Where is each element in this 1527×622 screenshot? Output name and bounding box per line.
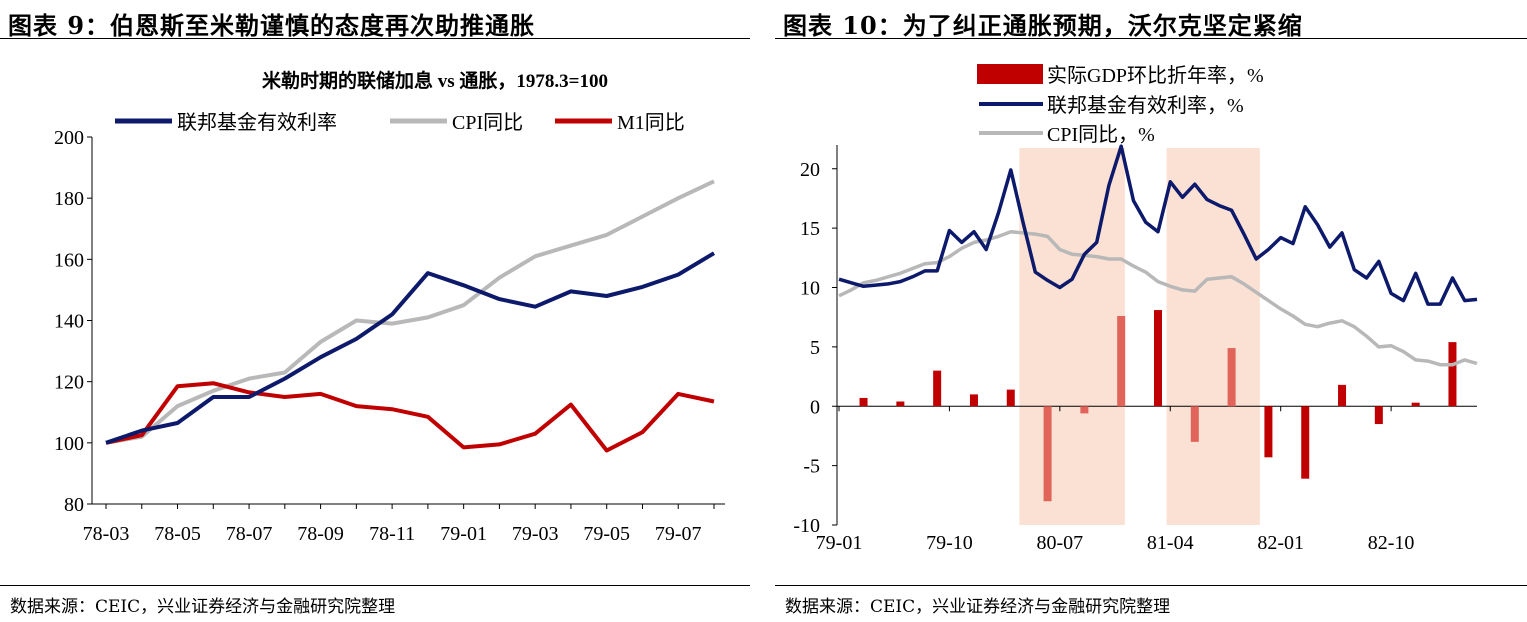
bottom-rule (775, 585, 1527, 586)
series-line-3 (105, 381, 715, 453)
x-tick-label: 81-04 (1147, 532, 1194, 554)
gdp-bar (1448, 342, 1457, 407)
series-line-2 (105, 179, 715, 445)
y-tick-label: 20 (800, 159, 820, 181)
gdp-bar (1190, 406, 1199, 442)
gdp-bar (1338, 384, 1347, 407)
gdp-bar (896, 401, 905, 407)
y-tick-label: 200 (54, 127, 84, 149)
source-note: 数据来源：CEIC，兴业证券经济与金融研究院整理 (785, 597, 1171, 617)
x-tick-label: 80-07 (1037, 532, 1084, 554)
series-line-3 (838, 229, 1478, 367)
y-tick-label: 80 (64, 494, 84, 516)
x-tick-label: 79-03 (512, 523, 559, 545)
legend-item-3: CPI同比，% (979, 123, 1155, 146)
legend-item-2: 联邦基金有效利率，% (979, 94, 1244, 117)
left-figure: 图表 9：伯恩斯至米勒谨慎的态度再次助推通胀 米勒时期的联储加息 vs 通胀，1… (0, 0, 750, 622)
legend-label: 联邦基金有效利率 (177, 111, 337, 134)
y-tick-label: 140 (54, 311, 84, 333)
gdp-bar (933, 370, 942, 407)
legend-label: 实际GDP环比折年率，% (1047, 64, 1264, 87)
legend-item-1: 联邦基金有效利率 (115, 111, 337, 134)
x-tick-label: 79-07 (655, 523, 702, 545)
y-tick-label: -5 (803, 456, 820, 478)
legend-swatch (977, 64, 1043, 84)
x-tick-label: 78-09 (297, 523, 344, 545)
y-tick-label: 15 (800, 218, 820, 240)
legend-label: 联邦基金有效利率，% (1047, 94, 1244, 117)
shaded-period-2 (1166, 148, 1260, 525)
x-tick-label: 79-05 (583, 523, 630, 545)
fed-funds-cpi-m1-line-chart: 米勒时期的联储加息 vs 通胀，1978.3=100 联邦基金有效利率 CPI同比 M… (54, 69, 725, 545)
x-tick-label: 78-07 (226, 523, 273, 545)
gdp-bar (1411, 402, 1420, 407)
gdp-bar (1043, 406, 1052, 502)
legend-label: CPI同比 (452, 111, 523, 134)
y-tick-label: -10 (793, 515, 820, 537)
figure-10-title: 图表 10：为了纠正通胀预期，沃尔克坚定紧缩 (783, 11, 1303, 40)
figure-9-title: 图表 9：伯恩斯至米勒谨慎的态度再次助推通胀 (8, 11, 536, 40)
source-note: 数据来源：CEIC，兴业证券经济与金融研究院整理 (10, 597, 396, 617)
y-tick-label: 180 (54, 188, 84, 210)
right-figure: 图表 10：为了纠正通胀预期，沃尔克坚定紧缩 实际GDP环比折年率，% 联邦基金有… (775, 0, 1527, 622)
x-tick-label: 82-10 (1368, 532, 1415, 554)
x-tick-label: 78-11 (369, 523, 415, 545)
gdp-bar (1374, 406, 1383, 425)
series-line-2 (838, 144, 1478, 306)
y-tick-label: 160 (54, 249, 84, 271)
x-tick-label: 79-10 (926, 532, 973, 554)
top-rule (0, 38, 750, 39)
gdp-bar (969, 394, 978, 407)
bottom-rule (0, 585, 750, 586)
x-tick-label: 78-03 (83, 523, 130, 545)
gdp-bar (1227, 348, 1236, 407)
top-rule (775, 38, 1527, 39)
legend-item-2: CPI同比 (390, 111, 523, 134)
y-tick-label: 5 (810, 337, 820, 359)
legend-item-1: 实际GDP环比折年率，% (977, 64, 1264, 87)
gdp-fed-funds-cpi-chart: 实际GDP环比折年率，% 联邦基金有效利率，% CPI同比，% -10 -5 0 5 10 15… (793, 64, 1478, 554)
gdp-bar (1117, 316, 1126, 407)
y-tick-label: 100 (54, 433, 84, 455)
y-tick-label: 10 (800, 278, 820, 300)
x-tick-label: 78-05 (154, 523, 201, 545)
x-tick-label: 79-01 (440, 523, 487, 545)
legend-item-3: M1同比 (555, 111, 685, 134)
gdp-bar (1080, 406, 1089, 414)
legend-label: CPI同比，% (1047, 123, 1155, 146)
gdp-bar (1264, 406, 1273, 458)
x-tick-label: 79-01 (816, 532, 863, 554)
chart-title: 米勒时期的联储加息 vs 通胀，1978.3=100 (262, 69, 608, 92)
y-tick-label: 0 (810, 396, 820, 418)
gdp-bar (859, 397, 868, 407)
shaded-period-1 (1019, 148, 1125, 525)
legend-label: M1同比 (617, 111, 685, 134)
gdp-bar (1154, 310, 1162, 407)
gdp-bar (1006, 389, 1015, 407)
series-line-1 (105, 251, 716, 445)
y-tick-label: 120 (54, 372, 84, 394)
gdp-bar (1301, 406, 1310, 479)
x-tick-label: 82-01 (1257, 532, 1304, 554)
